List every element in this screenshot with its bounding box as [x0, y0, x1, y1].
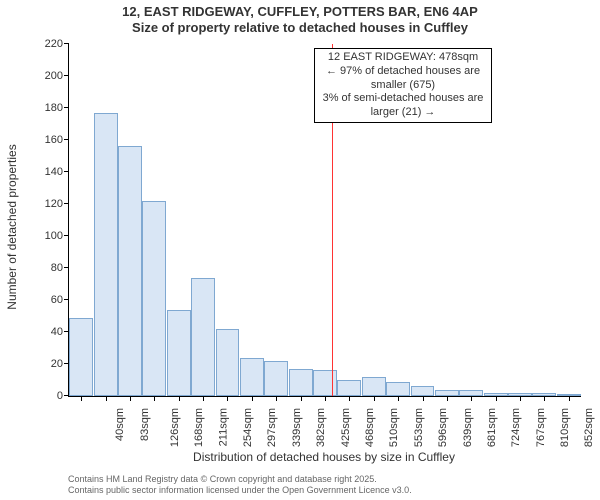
x-tick-label: 852sqm: [584, 408, 596, 447]
y-tick-label: 120: [45, 198, 69, 210]
histogram-bar: [167, 310, 191, 396]
y-tick-label: 20: [51, 358, 69, 370]
y-axis-label: Number of detached properties: [5, 51, 19, 403]
x-tick-mark: [227, 396, 228, 401]
x-tick-label: 297sqm: [267, 408, 279, 447]
x-tick-mark: [471, 396, 472, 401]
x-tick-label: 596sqm: [437, 408, 449, 447]
x-tick-mark: [349, 396, 350, 401]
y-tick-label: 180: [45, 102, 69, 114]
chart-titles: 12, EAST RIDGEWAY, CUFFLEY, POTTERS BAR,…: [0, 0, 600, 37]
x-axis-label: Distribution of detached houses by size …: [68, 450, 580, 464]
y-tick-label: 40: [51, 326, 69, 338]
x-tick-label: 639sqm: [462, 408, 474, 447]
x-tick-mark: [569, 396, 570, 401]
histogram-bar: [337, 380, 361, 396]
y-tick-label: 160: [45, 134, 69, 146]
y-tick-label: 200: [45, 70, 69, 82]
histogram-bar: [386, 382, 410, 396]
x-tick-mark: [130, 396, 131, 401]
y-tick-mark: [64, 43, 69, 44]
x-tick-label: 510sqm: [389, 408, 401, 447]
histogram-bar: [240, 358, 264, 396]
property-size-histogram: { "titles": { "line1": "12, EAST RIDGEWA…: [0, 0, 600, 500]
x-tick-mark: [447, 396, 448, 401]
x-tick-mark: [276, 396, 277, 401]
x-tick-label: 425sqm: [340, 408, 352, 447]
annotation-line: 3% of semi-detached houses are larger (2…: [319, 92, 487, 120]
x-tick-label: 553sqm: [413, 408, 425, 447]
x-tick-label: 83sqm: [139, 408, 151, 441]
chart-title-address: 12, EAST RIDGEWAY, CUFFLEY, POTTERS BAR,…: [0, 4, 600, 20]
y-tick-mark: [64, 75, 69, 76]
footer-line-1: Contains HM Land Registry data © Crown c…: [68, 474, 412, 485]
x-tick-label: 767sqm: [535, 408, 547, 447]
y-tick-mark: [64, 235, 69, 236]
x-tick-mark: [544, 396, 545, 401]
histogram-bar: [94, 113, 118, 396]
histogram-bar: [264, 361, 288, 396]
x-tick-mark: [301, 396, 302, 401]
y-tick-label: 140: [45, 166, 69, 178]
histogram-bar: [289, 369, 313, 396]
y-tick-mark: [64, 139, 69, 140]
histogram-bar: [69, 318, 93, 396]
histogram-bar: [362, 377, 386, 396]
x-tick-label: 382sqm: [315, 408, 327, 447]
x-tick-mark: [423, 396, 424, 401]
y-tick-label: 220: [45, 38, 69, 50]
x-tick-label: 40sqm: [114, 408, 126, 441]
x-tick-mark: [496, 396, 497, 401]
x-tick-label: 339sqm: [291, 408, 303, 447]
x-tick-mark: [252, 396, 253, 401]
histogram-bar: [118, 146, 142, 396]
x-tick-label: 681sqm: [486, 408, 498, 447]
x-tick-label: 724sqm: [510, 408, 522, 447]
x-tick-mark: [81, 396, 82, 401]
x-tick-label: 254sqm: [242, 408, 254, 447]
x-tick-mark: [325, 396, 326, 401]
y-tick-label: 100: [45, 230, 69, 242]
x-tick-label: 168sqm: [193, 408, 205, 447]
annotation-line: 12 EAST RIDGEWAY: 478sqm: [319, 51, 487, 65]
attribution-footer: Contains HM Land Registry data © Crown c…: [68, 474, 412, 496]
histogram-bar: [411, 386, 435, 396]
annotation-box: 12 EAST RIDGEWAY: 478sqm← 97% of detache…: [314, 48, 492, 123]
x-tick-label: 211sqm: [217, 408, 229, 446]
y-tick-label: 0: [57, 390, 69, 402]
x-tick-mark: [520, 396, 521, 401]
histogram-bar: [216, 329, 240, 396]
chart-title-subtitle: Size of property relative to detached ho…: [0, 20, 600, 36]
x-tick-label: 468sqm: [364, 408, 376, 447]
y-tick-mark: [64, 171, 69, 172]
y-tick-label: 60: [51, 294, 69, 306]
x-tick-mark: [203, 396, 204, 401]
y-tick-mark: [64, 267, 69, 268]
histogram-bar: [191, 278, 215, 396]
y-tick-mark: [64, 203, 69, 204]
footer-line-2: Contains public sector information licen…: [68, 485, 412, 496]
x-tick-label: 126sqm: [169, 408, 181, 447]
annotation-line: ← 97% of detached houses are smaller (67…: [319, 65, 487, 93]
x-tick-mark: [154, 396, 155, 401]
x-tick-label: 810sqm: [559, 408, 571, 447]
y-tick-mark: [64, 107, 69, 108]
x-tick-mark: [398, 396, 399, 401]
x-tick-mark: [374, 396, 375, 401]
y-tick-label: 80: [51, 262, 69, 274]
x-tick-mark: [106, 396, 107, 401]
x-tick-mark: [179, 396, 180, 401]
histogram-bar: [142, 201, 166, 396]
histogram-bar: [313, 370, 337, 396]
y-tick-mark: [64, 299, 69, 300]
plot-area: 02040608010012014016018020022040sqm83sqm…: [68, 44, 581, 397]
